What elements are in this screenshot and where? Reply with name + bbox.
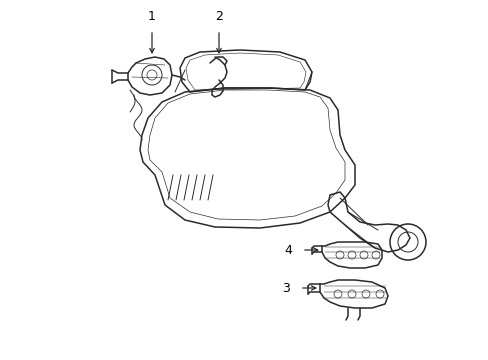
Text: 4: 4 [284, 243, 291, 256]
Text: 2: 2 [215, 10, 223, 23]
Text: 1: 1 [148, 10, 156, 23]
Text: 3: 3 [282, 282, 289, 294]
